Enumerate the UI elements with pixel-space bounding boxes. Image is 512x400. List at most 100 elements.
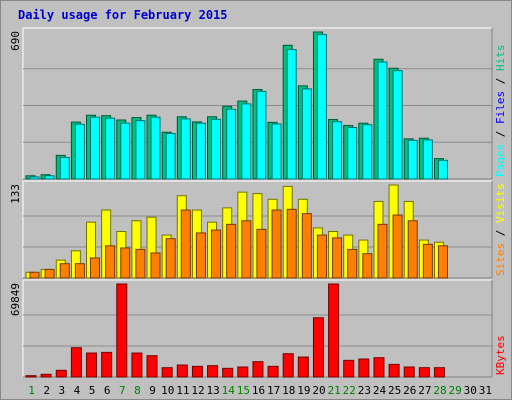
x-tick-label-day-28: 28 xyxy=(433,384,446,397)
bar-pages-day-19 xyxy=(301,88,312,180)
bar-kbytes-day-17 xyxy=(267,365,279,378)
bar-sites-day-26 xyxy=(407,220,418,279)
bar-sites-day-27 xyxy=(422,243,433,279)
bar-pages-day-13 xyxy=(211,118,222,180)
bar-pages-day-25 xyxy=(392,70,403,180)
bar-sites-day-9 xyxy=(150,252,161,279)
bar-kbytes-day-6 xyxy=(101,351,113,378)
x-tick-label-day-20: 20 xyxy=(312,384,325,397)
x-tick-label-day-21: 21 xyxy=(328,384,341,397)
bar-kbytes-day-21 xyxy=(328,283,340,378)
x-tick-label-day-31: 31 xyxy=(479,384,492,397)
bar-sites-day-22 xyxy=(347,248,358,279)
bar-pages-day-23 xyxy=(362,124,373,180)
bar-sites-day-2 xyxy=(44,268,55,279)
bar-kbytes-day-11 xyxy=(176,364,188,378)
bar-kbytes-day-9 xyxy=(146,355,158,378)
bar-pages-day-26 xyxy=(407,139,418,180)
bar-sites-day-16 xyxy=(256,228,267,279)
bar-kbytes-day-26 xyxy=(403,366,415,378)
x-tick-label-day-14: 14 xyxy=(222,384,236,397)
bar-kbytes-day-12 xyxy=(191,365,203,378)
x-tick-label-day-25: 25 xyxy=(388,384,401,397)
bar-kbytes-day-4 xyxy=(70,347,82,378)
bar-sites-day-3 xyxy=(59,263,70,279)
bar-pages-day-4 xyxy=(74,123,85,180)
bar-pages-day-7 xyxy=(120,122,131,180)
x-tick-label-day-9: 9 xyxy=(149,384,156,397)
x-tick-label-day-24: 24 xyxy=(373,384,387,397)
bar-sites-day-4 xyxy=(74,263,85,279)
x-tick-label-day-16: 16 xyxy=(252,384,265,397)
bar-kbytes-day-16 xyxy=(252,361,264,378)
bar-sites-day-25 xyxy=(392,214,403,279)
x-tick-label-day-5: 5 xyxy=(89,384,96,397)
bar-pages-day-15 xyxy=(241,103,252,180)
x-tick-label-day-27: 27 xyxy=(418,384,431,397)
x-tick-label-day-7: 7 xyxy=(119,384,126,397)
legend-files: Files xyxy=(494,91,507,124)
bar-pages-day-11 xyxy=(180,118,191,180)
x-tick-label-day-15: 15 xyxy=(237,384,250,397)
panel-1-side-legend: Sites / Visits xyxy=(494,183,507,276)
bar-kbytes-day-13 xyxy=(207,365,219,378)
bar-pages-day-20 xyxy=(316,34,327,180)
x-tick-label-day-18: 18 xyxy=(282,384,295,397)
bar-pages-day-3 xyxy=(59,157,70,180)
bar-sites-day-24 xyxy=(377,223,388,279)
x-tick-label-day-4: 4 xyxy=(74,384,81,397)
bar-kbytes-day-8 xyxy=(131,352,143,378)
bar-sites-day-6 xyxy=(105,245,116,279)
bar-sites-day-15 xyxy=(241,220,252,279)
bar-sites-day-10 xyxy=(165,238,176,279)
bar-pages-day-12 xyxy=(195,122,206,180)
x-tick-label-day-2: 2 xyxy=(43,384,50,397)
x-tick-label-day-6: 6 xyxy=(104,384,111,397)
legend-separator: / xyxy=(494,124,507,144)
bar-kbytes-day-27 xyxy=(418,367,430,378)
panel-2-ymax-label: 69849 xyxy=(9,283,22,316)
bar-kbytes-day-25 xyxy=(388,363,400,378)
bar-sites-day-1 xyxy=(29,271,40,279)
bar-pages-day-18 xyxy=(286,49,297,180)
bar-pages-day-14 xyxy=(226,108,237,180)
legend-kbytes: KBytes xyxy=(494,335,507,375)
bar-pages-day-24 xyxy=(377,61,388,180)
bar-kbytes-day-1 xyxy=(25,375,37,378)
bar-sites-day-18 xyxy=(286,208,297,279)
bar-kbytes-day-20 xyxy=(312,317,324,378)
bar-kbytes-day-2 xyxy=(40,373,52,378)
x-tick-label-day-19: 19 xyxy=(297,384,310,397)
bar-pages-day-16 xyxy=(256,90,267,180)
bar-pages-day-10 xyxy=(165,133,176,180)
x-tick-label-day-29: 29 xyxy=(449,384,462,397)
bar-kbytes-day-3 xyxy=(55,369,67,378)
x-tick-label-day-17: 17 xyxy=(267,384,280,397)
legend-separator: / xyxy=(494,223,507,243)
bar-kbytes-day-18 xyxy=(282,353,294,378)
bar-sites-day-19 xyxy=(301,213,312,279)
chart-title: Daily usage for February 2015 xyxy=(18,8,228,22)
bar-sites-day-13 xyxy=(211,229,222,279)
legend-hits: Hits xyxy=(494,45,507,72)
x-tick-label-day-11: 11 xyxy=(176,384,189,397)
legend-sites: Sites xyxy=(494,243,507,276)
x-tick-label-day-10: 10 xyxy=(161,384,174,397)
bar-sites-day-28 xyxy=(437,245,448,279)
bar-sites-day-17 xyxy=(271,209,282,279)
bar-kbytes-day-15 xyxy=(237,366,249,378)
legend-pages: Pages xyxy=(494,144,507,177)
bar-sites-day-5 xyxy=(90,257,101,279)
bar-sites-day-14 xyxy=(226,223,237,279)
panel-2-side-legend: KBytes xyxy=(494,335,507,375)
bar-kbytes-day-28 xyxy=(433,367,445,378)
x-tick-label-day-1: 1 xyxy=(28,384,35,397)
legend-separator: / xyxy=(494,71,507,91)
bar-pages-day-1 xyxy=(29,176,40,180)
bar-pages-day-22 xyxy=(347,126,358,180)
bar-pages-day-17 xyxy=(271,123,282,180)
bar-sites-day-12 xyxy=(195,232,206,279)
bar-pages-day-21 xyxy=(332,121,343,180)
x-tick-label-day-12: 12 xyxy=(191,384,204,397)
bar-pages-day-8 xyxy=(135,120,146,180)
